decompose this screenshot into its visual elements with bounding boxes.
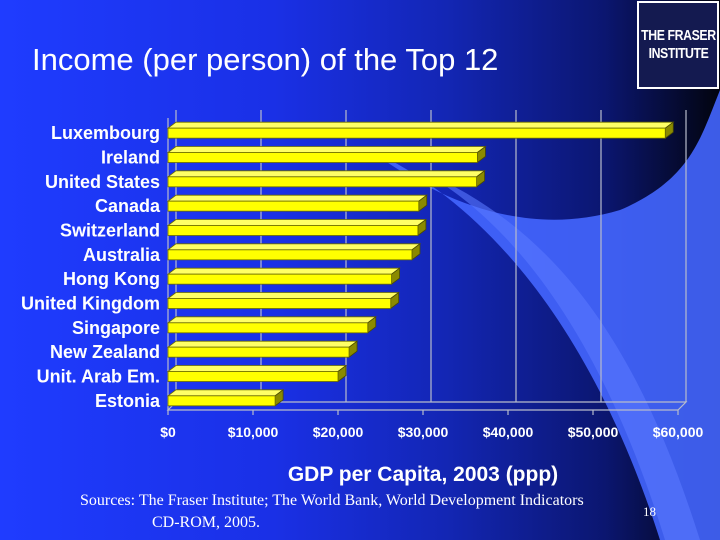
bar-front-face xyxy=(167,200,420,212)
bar-top-face xyxy=(166,219,428,226)
swoosh-highlight xyxy=(420,170,700,540)
bar-top-face xyxy=(166,389,285,397)
bar-top-face xyxy=(166,170,486,178)
bar xyxy=(166,170,486,188)
sources-note: Sources: The Fraser Institute; The World… xyxy=(80,490,660,534)
bar-top-face xyxy=(166,121,675,129)
bar-top-face xyxy=(166,365,348,372)
bar xyxy=(166,194,428,212)
category-label: Luxembourg xyxy=(51,123,160,143)
x-tick-label: $10,000 xyxy=(228,424,279,440)
bar-top-face xyxy=(166,292,400,299)
bar-front-face xyxy=(167,346,350,358)
bar xyxy=(166,316,377,334)
slide-number: 18 xyxy=(643,504,656,519)
bar xyxy=(166,243,422,261)
category-label: Ireland xyxy=(101,148,160,168)
x-tick-label: $40,000 xyxy=(483,424,534,440)
bar-front-face xyxy=(167,249,413,261)
bar-top-face xyxy=(166,316,377,324)
fraser-institute-logo: THE FRASER INSTITUTE xyxy=(637,1,719,89)
bar-top-face xyxy=(166,340,359,348)
category-label: Singapore xyxy=(72,318,160,338)
x-axis-title: GDP per Capita, 2003 (ppp) xyxy=(288,463,558,486)
category-labels: Luxembourg Ireland United States Canada Swit… xyxy=(21,123,161,411)
category-label: United Kingdom xyxy=(21,294,160,314)
bar xyxy=(166,389,285,407)
bar-front-face xyxy=(167,371,339,382)
x-tick-label: $20,000 xyxy=(313,424,364,440)
category-label: Australia xyxy=(83,245,161,265)
x-tick-label: $60,000 xyxy=(653,424,704,440)
bar xyxy=(166,218,428,237)
category-label: Unit. Arab Em. xyxy=(37,367,160,387)
category-label: United States xyxy=(45,172,160,192)
bar-front-face xyxy=(167,127,666,139)
logo-line-2: INSTITUTE xyxy=(648,45,708,62)
sources-line-1: Sources: The Fraser Institute; The World… xyxy=(80,492,584,509)
bar-front-face xyxy=(167,176,477,188)
bars xyxy=(166,121,675,407)
bar-front-face xyxy=(167,273,392,285)
x-tick-label: $0 xyxy=(160,424,176,440)
bar xyxy=(166,145,487,164)
bar-front-face xyxy=(167,322,369,334)
bar xyxy=(166,340,359,358)
bar-top-face xyxy=(166,243,422,251)
x-tick-label: $50,000 xyxy=(568,424,619,440)
x-tick-label: $30,000 xyxy=(398,424,449,440)
category-label: Canada xyxy=(95,196,161,216)
category-label: Switzerland xyxy=(60,221,160,241)
slide-title: Income (per person) of the Top 12 xyxy=(32,42,499,77)
bar xyxy=(166,291,400,310)
bar-front-face xyxy=(167,395,276,407)
category-label: New Zealand xyxy=(50,342,160,362)
bar-top-face xyxy=(166,194,428,202)
x-tick-labels: $0 $10,000 $20,000 $30,000 $40,000 $50,000 $60… xyxy=(160,424,703,440)
bar-top-face xyxy=(166,146,487,153)
bar-top-face xyxy=(166,267,401,275)
category-label: Hong Kong xyxy=(63,269,160,289)
bar-front-face xyxy=(167,152,478,163)
bar-front-face xyxy=(167,298,392,309)
bar xyxy=(166,364,348,383)
bar xyxy=(166,267,401,285)
logo-line-1: THE FRASER xyxy=(640,27,716,44)
bar xyxy=(166,121,675,139)
category-label: Estonia xyxy=(95,391,161,411)
sources-line-2: CD-ROM, 2005. xyxy=(152,514,261,531)
bar-front-face xyxy=(167,225,419,236)
